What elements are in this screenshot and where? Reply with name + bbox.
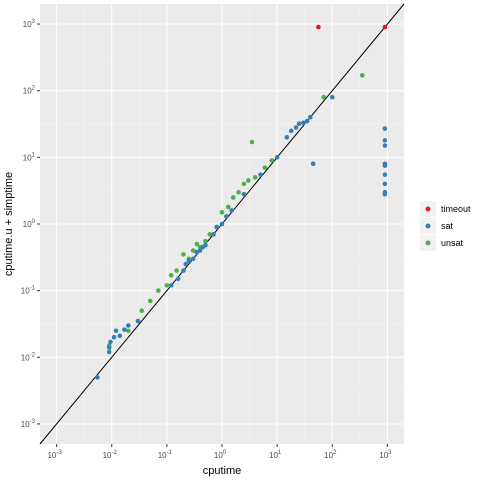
data-point-sat (293, 125, 299, 130)
data-point-unsat (190, 248, 196, 253)
data-point-sat (111, 334, 117, 340)
data-point-unsat (203, 239, 208, 244)
data-point-sat (382, 138, 388, 143)
y-tick-label: 100 (23, 219, 36, 229)
y-tick-label: 10-3 (21, 419, 36, 429)
data-point-sat (95, 375, 100, 380)
legend-label-timeout: timeout (441, 204, 471, 214)
data-point-unsat (156, 288, 161, 293)
data-point-sat (183, 261, 189, 267)
data-point-unsat (164, 283, 170, 288)
data-point-sat (304, 118, 310, 124)
legend-marker-timeout (425, 206, 431, 212)
data-point-sat (175, 276, 181, 282)
data-point-sat (117, 333, 123, 339)
major-gridlines (40, 4, 404, 444)
data-point-timeout (382, 24, 388, 30)
data-point-sat (382, 172, 388, 177)
data-point-sat (301, 120, 306, 126)
data-point-unsat (249, 139, 255, 145)
data-point-sat (186, 258, 192, 264)
legend: timeout sat unsat (420, 201, 471, 251)
data-point-unsat (230, 195, 236, 200)
data-point-sat (382, 163, 388, 168)
data-point-unsat (225, 204, 231, 210)
data-point-sat (135, 318, 141, 324)
y-tick-label: 103 (23, 19, 36, 29)
data-point-sat (113, 328, 119, 334)
data-point-unsat (207, 232, 213, 237)
legend-label-sat: sat (441, 221, 454, 231)
data-point-sat (203, 242, 208, 248)
data-point-timeout (316, 24, 321, 30)
data-point-unsat (241, 181, 247, 187)
data-point-sat (211, 232, 216, 237)
y-tick-label: 102 (23, 86, 36, 96)
data-point-sat (258, 172, 263, 177)
data-point-sat (274, 155, 280, 160)
data-point-sat (310, 161, 316, 167)
data-point-unsat (321, 94, 327, 100)
data-point-sat (229, 208, 235, 213)
data-point-sat (296, 121, 302, 126)
data-point-sat (382, 143, 388, 148)
data-point-sat (382, 181, 388, 187)
data-point-unsat (181, 252, 186, 257)
data-point-unsat (174, 268, 179, 273)
y-tick-label: 10-1 (21, 286, 36, 296)
data-point-sat (126, 323, 131, 328)
data-point-sat (214, 224, 219, 230)
data-point-unsat (269, 158, 275, 163)
data-point-unsat (359, 73, 365, 78)
data-point-unsat (147, 298, 153, 304)
y-axis-title: cputime.u + simptime (3, 172, 15, 276)
x-tick-label: 100 (214, 450, 227, 460)
data-point-unsat (139, 308, 145, 314)
x-axis-ticks: 10-3 10-2 10-1 100 101 102 103 (47, 444, 392, 460)
data-point-sat (382, 126, 388, 131)
data-point-sat (181, 268, 186, 273)
x-tick-label: 102 (324, 450, 337, 460)
data-point-sat (241, 191, 247, 197)
x-tick-label: 10-2 (103, 450, 118, 460)
data-point-sat (284, 134, 290, 140)
data-point-sat (329, 94, 335, 100)
x-tick-label: 10-1 (158, 450, 173, 460)
data-point-sat (122, 327, 127, 332)
data-point-unsat (252, 175, 258, 180)
x-tick-label: 101 (269, 450, 282, 460)
y-tick-label: 101 (23, 152, 36, 162)
data-point-unsat (262, 165, 268, 170)
data-point-sat (168, 283, 174, 288)
data-point-sat (288, 128, 294, 134)
data-point-sat (190, 256, 196, 262)
legend-marker-unsat (425, 240, 431, 246)
data-point-unsat (246, 178, 251, 183)
y-axis-ticks: 10-3 10-2 10-1 100 101 102 103 (21, 19, 40, 429)
data-point-sat (219, 221, 225, 227)
data-point-sat (382, 191, 388, 197)
data-point-sat (308, 114, 313, 120)
data-point-sat (106, 345, 112, 350)
data-point-unsat (236, 189, 241, 195)
data-point-sat (108, 339, 113, 345)
data-point-unsat (219, 209, 225, 215)
data-point-unsat (168, 272, 174, 278)
data-point-sat (224, 214, 229, 219)
data-points (95, 24, 388, 380)
data-point-sat (106, 349, 112, 355)
data-point-unsat (194, 241, 200, 247)
x-tick-label: 103 (379, 450, 392, 460)
data-point-sat (197, 248, 203, 253)
x-axis-title: cputime (203, 465, 242, 477)
data-point-unsat (126, 328, 131, 334)
legend-label-unsat: unsat (441, 238, 464, 248)
y-tick-label: 10-2 (21, 352, 36, 362)
legend-marker-sat (425, 223, 431, 229)
x-tick-label: 10-3 (47, 450, 62, 460)
